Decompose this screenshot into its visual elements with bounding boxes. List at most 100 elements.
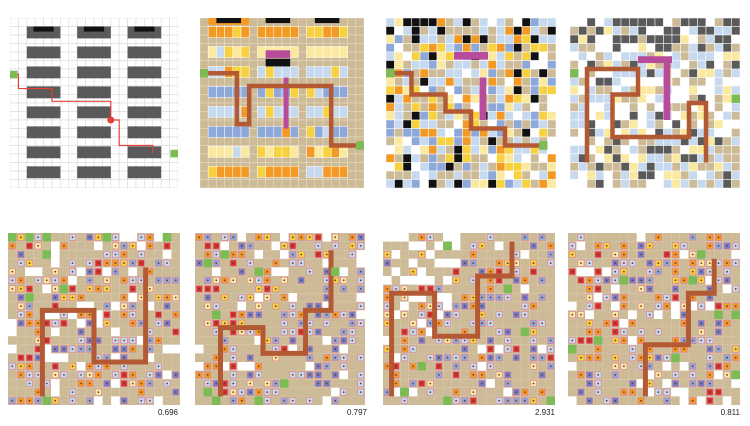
grid-cell xyxy=(169,68,179,78)
program-cell xyxy=(612,26,622,36)
cell-dot xyxy=(623,270,625,273)
cell-dot xyxy=(28,262,31,264)
cell-dot xyxy=(114,270,117,273)
cell-dot xyxy=(614,279,617,282)
cell-dot xyxy=(71,270,74,273)
program-cell xyxy=(662,233,672,242)
empty-cell xyxy=(42,310,51,319)
program-cell xyxy=(16,241,26,251)
empty-cell xyxy=(356,258,365,268)
cell-dot xyxy=(106,382,108,385)
program-cell xyxy=(162,310,172,319)
program-cell xyxy=(59,327,69,337)
program-cell xyxy=(611,241,620,251)
cell-dot xyxy=(334,279,337,282)
program-cell xyxy=(654,43,664,53)
program-cell xyxy=(654,145,664,155)
program-cell xyxy=(453,128,463,138)
grid-cell xyxy=(110,17,120,27)
cell-dot xyxy=(709,236,711,239)
cell-dot xyxy=(359,270,362,273)
program-cell xyxy=(705,170,715,180)
cell-dot xyxy=(232,313,235,316)
cell-dot xyxy=(506,296,509,299)
program-cell xyxy=(503,362,512,371)
program-cell xyxy=(595,102,605,112)
cell-dot xyxy=(506,331,509,333)
program-cell xyxy=(731,51,741,61)
program-cell xyxy=(530,17,540,27)
cell-dot xyxy=(717,279,720,282)
cell-dot xyxy=(588,339,591,342)
program-cell xyxy=(419,17,429,27)
program-cell xyxy=(207,86,217,98)
grid-cell xyxy=(240,136,250,146)
empty-cell xyxy=(383,267,392,276)
program-cell xyxy=(679,233,689,242)
program-cell xyxy=(504,68,514,78)
program-cell xyxy=(314,319,323,328)
program-cell xyxy=(521,26,531,36)
cell-dot xyxy=(131,382,134,385)
grid-cell xyxy=(355,68,365,78)
program-cell xyxy=(339,379,348,388)
program-cell xyxy=(611,344,620,354)
program-cell xyxy=(714,170,724,180)
route-line xyxy=(389,241,515,397)
grid-cell xyxy=(110,162,120,172)
program-cell xyxy=(688,77,698,87)
cell-dot xyxy=(317,236,320,239)
empty-cell xyxy=(162,250,172,259)
cell-dot xyxy=(88,236,91,239)
program-cell xyxy=(314,387,323,397)
grid-cell xyxy=(85,179,95,189)
program-cell xyxy=(662,327,672,337)
empty-cell xyxy=(705,301,715,311)
cell-dot xyxy=(717,365,720,368)
program-cell xyxy=(436,153,446,163)
cell-dot xyxy=(97,270,100,273)
program-cell xyxy=(339,26,348,38)
program-cell xyxy=(460,241,469,251)
entry-marker xyxy=(619,276,629,285)
program-cell xyxy=(619,284,629,294)
program-cell xyxy=(520,258,530,268)
cell-dot xyxy=(700,305,703,307)
cell-dot xyxy=(734,288,737,290)
cell-dot xyxy=(726,279,728,282)
cell-dot xyxy=(266,382,269,385)
program-cell xyxy=(662,276,672,285)
cell-dot xyxy=(614,331,617,333)
room-block xyxy=(77,166,111,179)
cell-dot xyxy=(438,374,440,376)
cell-dot xyxy=(291,399,294,402)
empty-cell xyxy=(8,319,17,328)
grid-cell xyxy=(169,60,179,70)
program-cell xyxy=(445,17,455,27)
cell-dot xyxy=(683,305,685,307)
empty-cell xyxy=(237,233,246,242)
program-cell xyxy=(470,60,480,70)
program-cell xyxy=(513,179,523,189)
cell-dot xyxy=(657,374,660,376)
program-cell xyxy=(662,344,672,354)
cell-dot xyxy=(640,245,642,247)
program-cell xyxy=(628,233,637,242)
program-cell xyxy=(419,153,429,163)
entry-marker xyxy=(568,344,577,354)
grid-cell xyxy=(110,170,120,180)
grid-cell xyxy=(85,77,95,87)
grid-cell xyxy=(18,102,28,112)
empty-cell xyxy=(654,310,663,319)
program-cell xyxy=(453,60,463,70)
program-cell xyxy=(629,102,639,112)
grid-cell xyxy=(347,119,357,129)
program-cell xyxy=(731,119,741,129)
grid-cell xyxy=(9,153,19,163)
program-cell xyxy=(537,379,547,388)
program-cell xyxy=(443,387,452,397)
cell-dot xyxy=(640,305,642,307)
program-cell xyxy=(203,327,212,337)
program-cell xyxy=(722,310,732,319)
cell-dot xyxy=(420,305,423,307)
